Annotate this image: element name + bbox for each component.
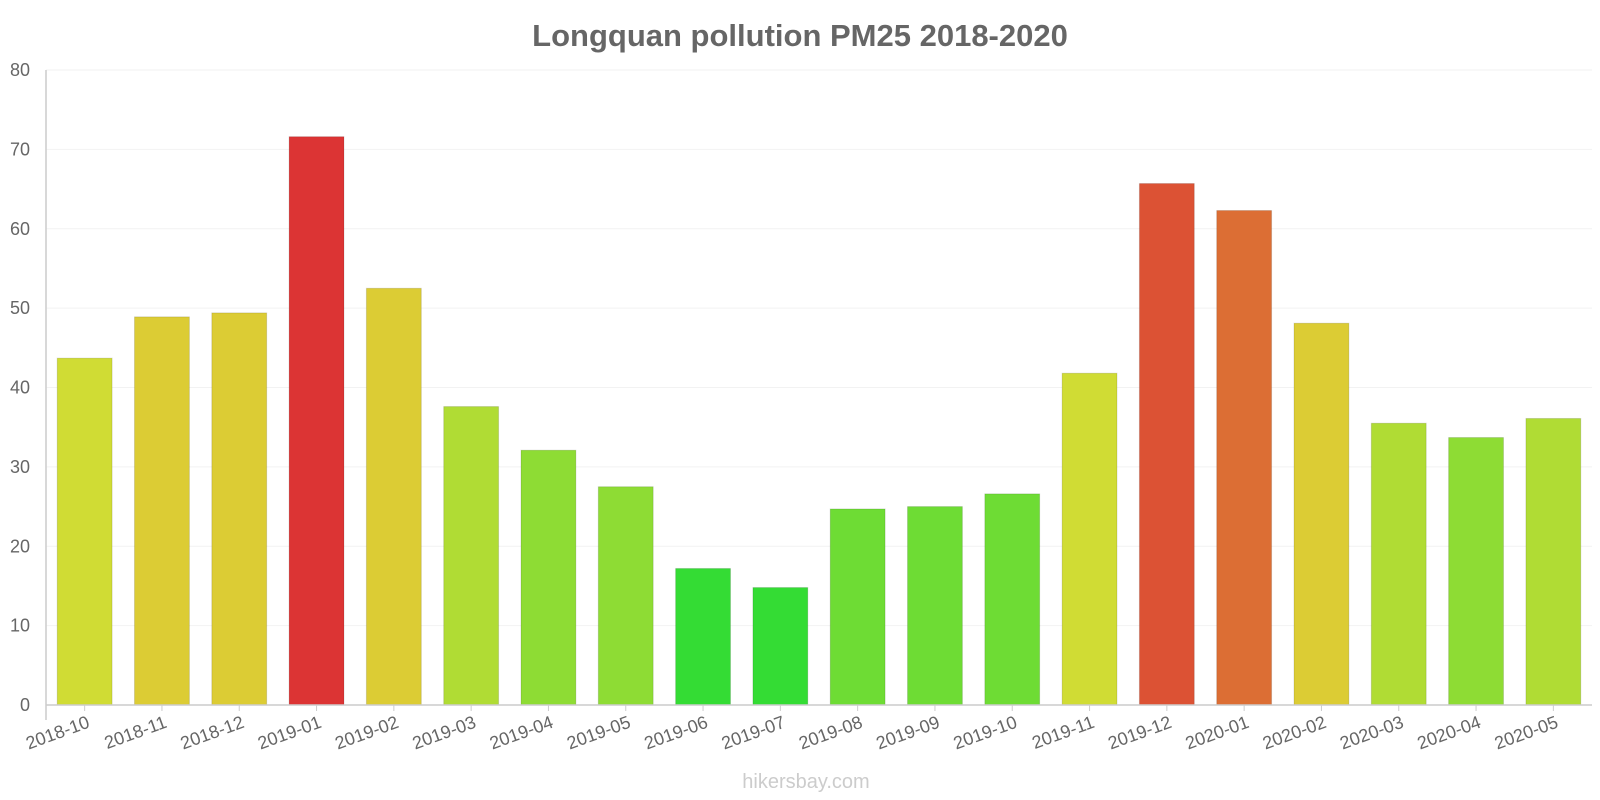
bar-2019-05 <box>597 486 654 706</box>
bar-2019-08 <box>829 508 886 706</box>
bar-2020-04 <box>1448 437 1504 706</box>
bar-2018-12 <box>211 312 268 706</box>
x-tick-label: 2019-08 <box>796 712 865 753</box>
y-tick-label: 70 <box>10 139 30 159</box>
grid-lines <box>46 69 1592 627</box>
x-tick-label: 2019-01 <box>255 712 324 753</box>
x-tick-label: 2020-03 <box>1337 712 1406 753</box>
x-tick-label: 2018-10 <box>23 712 92 753</box>
bar-2019-04 <box>520 449 577 706</box>
x-tick-labels: 2018-10 2018-11 2018-12 2019-01 2019-02 2019-… <box>23 705 1561 753</box>
bar-2019-10 <box>984 493 1041 706</box>
x-tick-label: 2019-04 <box>487 712 556 753</box>
x-tick-label: 2018-11 <box>102 712 170 753</box>
y-tick-labels: 0 10 20 30 40 50 60 70 80 <box>10 60 30 715</box>
x-tick-label: 2020-02 <box>1260 712 1329 753</box>
y-tick-label: 60 <box>10 219 30 239</box>
y-tick-label: 50 <box>10 298 30 318</box>
x-tick-label: 2019-05 <box>564 712 633 753</box>
y-tick-label: 30 <box>10 457 30 477</box>
bar-2020-02 <box>1293 322 1350 706</box>
x-tick-label: 2020-01 <box>1183 712 1252 753</box>
y-tick-label: 40 <box>10 378 30 398</box>
bar-2018-11 <box>134 316 190 706</box>
bar-2019-03 <box>443 406 500 706</box>
bar-2020-03 <box>1370 422 1427 706</box>
bar-2018-10 <box>56 357 113 706</box>
bar-2019-11 <box>1061 372 1118 706</box>
x-tick-label: 2019-09 <box>873 712 942 753</box>
y-tick-label: 80 <box>10 60 30 80</box>
x-tick-label: 2019-11 <box>1029 712 1097 753</box>
bar-2019-09 <box>907 506 963 706</box>
x-tick-label: 2019-10 <box>951 712 1020 753</box>
chart-title: Longquan pollution PM25 2018-2020 <box>532 18 1068 53</box>
x-tick-label: 2018-12 <box>178 712 247 753</box>
x-tick-label: 2019-03 <box>410 712 479 753</box>
bar-2020-01 <box>1216 209 1273 706</box>
x-tick-label: 2019-12 <box>1105 712 1174 753</box>
watermark: hikersbay.com <box>742 771 869 793</box>
x-tick-label: 2019-07 <box>719 712 788 753</box>
bar-2019-07 <box>752 587 809 706</box>
x-tick-label: 2020-04 <box>1414 712 1483 753</box>
x-tick-label: 2020-05 <box>1492 712 1561 753</box>
bar-2019-01 <box>288 136 345 706</box>
y-tick-label: 20 <box>10 536 30 556</box>
axes <box>45 70 1592 720</box>
bar-2020-05 <box>1525 417 1582 706</box>
bar-2019-12 <box>1138 183 1195 706</box>
bars <box>56 136 1582 706</box>
y-tick-label: 0 <box>20 695 30 715</box>
x-tick-label: 2019-06 <box>641 712 710 753</box>
x-tick-label: 2019-02 <box>332 712 401 753</box>
bar-2019-02 <box>365 287 422 706</box>
bar-2019-06 <box>675 567 731 706</box>
y-tick-label: 10 <box>10 616 30 636</box>
